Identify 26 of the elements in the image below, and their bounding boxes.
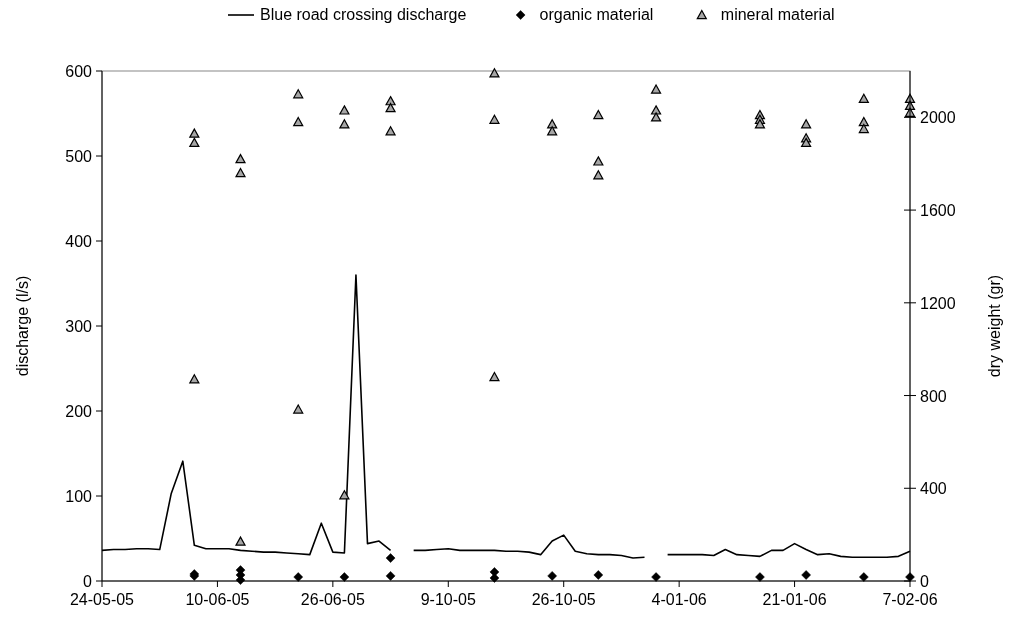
x-tick-label: 9-10-05 — [420, 591, 476, 608]
legend-label: Blue road crossing discharge — [260, 6, 467, 23]
x-tick-label: 7-02-06 — [882, 591, 938, 608]
x-tick-label: 10-06-05 — [185, 591, 250, 608]
y-axis-title: discharge (l/s) — [14, 275, 31, 377]
y-tick-label: 100 — [65, 488, 93, 505]
legend-label: mineral material — [720, 6, 835, 23]
y2-axis-title: dry weight (gr) — [986, 274, 1003, 378]
y2-tick-label: 800 — [920, 387, 947, 405]
x-tick-label: 24-05-05 — [69, 591, 135, 608]
x-tick-label: 4-01-06 — [651, 591, 707, 608]
y-tick-label: 0 — [83, 573, 93, 590]
x-tick-label: 26-10-05 — [531, 591, 596, 608]
y-tick-label: 300 — [65, 318, 93, 335]
x-tick-label: 26-06-05 — [300, 591, 365, 608]
y2-tick-label: 1600 — [920, 202, 956, 220]
x-tick-label: 21-01-06 — [762, 591, 827, 608]
y-tick-label: 400 — [65, 233, 93, 250]
y-tick-label: 600 — [65, 63, 93, 80]
y2-tick-label: 400 — [920, 480, 947, 498]
y2-tick-label: 1200 — [920, 294, 956, 312]
y2-tick-label: 0 — [920, 573, 929, 590]
legend-label: organic material — [539, 6, 654, 23]
y-tick-label: 200 — [65, 403, 93, 420]
y-tick-label: 500 — [65, 148, 93, 165]
y2-tick-label: 2000 — [920, 109, 956, 127]
